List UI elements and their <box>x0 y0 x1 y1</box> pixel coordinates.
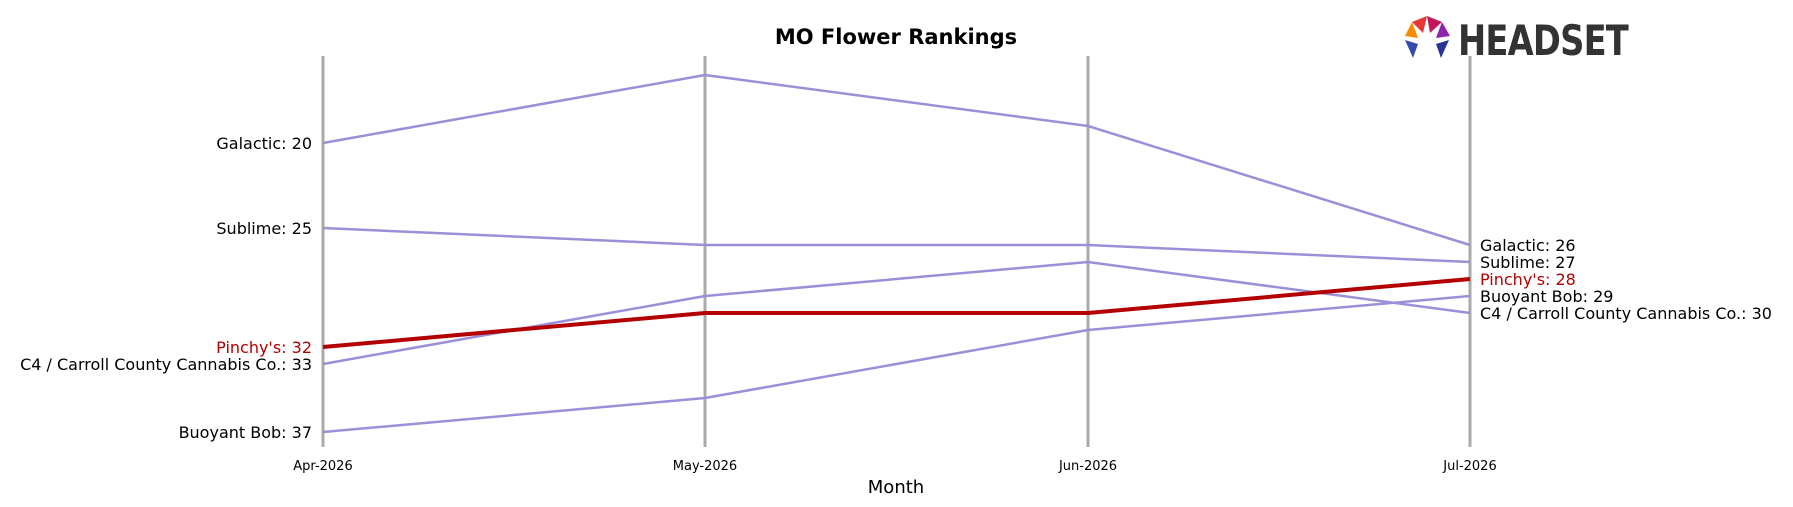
series-line-galactic <box>322 73 1471 247</box>
headset-logo: HEADSET <box>1405 16 1630 65</box>
headset-logo-mark-icon <box>1405 16 1450 58</box>
x-tick-may-2026: May-2026 <box>673 459 737 474</box>
end-label-galactic: Galactic: 26 <box>1480 236 1576 255</box>
x-tick-apr-2026: Apr-2026 <box>293 459 352 474</box>
x-axis-label: Month <box>868 477 924 498</box>
series-line-pinchy-s <box>322 277 1471 349</box>
chart-title: MO Flower Rankings <box>775 25 1017 49</box>
series-line-sublime <box>322 226 1471 264</box>
grid <box>321 56 1472 447</box>
end-label-c4-carroll-county-cannabis-co: C4 / Carroll County Cannabis Co.: 30 <box>1480 304 1772 323</box>
series-lines <box>322 73 1471 434</box>
end-label-buoyant-bob: Buoyant Bob: 29 <box>1480 287 1613 306</box>
headset-logo-text: HEADSET <box>1458 16 1629 65</box>
end-label-sublime: Sublime: 27 <box>1480 253 1576 272</box>
start-label-buoyant-bob: Buoyant Bob: 37 <box>179 423 312 442</box>
x-tick-jun-2026: Jun-2026 <box>1058 459 1117 474</box>
start-label-pinchy-s: Pinchy's: 32 <box>216 338 312 357</box>
series-line-buoyant-bob <box>322 294 1471 434</box>
start-label-c4-carroll-county-cannabis-co: C4 / Carroll County Cannabis Co.: 33 <box>20 355 312 374</box>
end-label-pinchy-s: Pinchy's: 28 <box>1480 270 1576 289</box>
x-ticks: Apr-2026 May-2026 Jun-2026 Jul-2026 <box>293 459 1496 474</box>
x-tick-jul-2026: Jul-2026 <box>1442 459 1496 474</box>
start-label-sublime: Sublime: 25 <box>216 219 312 238</box>
start-label-galactic: Galactic: 20 <box>216 134 312 153</box>
